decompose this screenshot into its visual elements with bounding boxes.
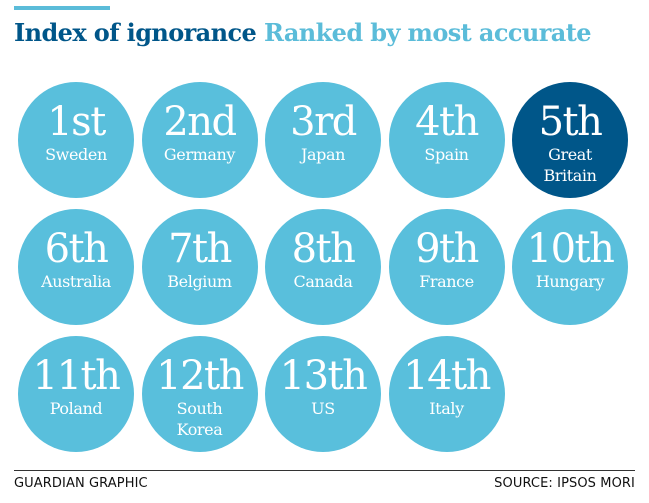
rank-circle: 4th Spain <box>388 82 505 198</box>
rank-label: 13th <box>279 353 368 399</box>
rank-label: 9th <box>415 226 479 272</box>
rank-label: 3rd <box>290 99 357 145</box>
page-title: Index of ignorance <box>14 18 257 47</box>
rank-circle: 2nd Germany <box>141 82 258 198</box>
country-label: France <box>419 272 474 291</box>
country-label: Australia <box>41 272 111 291</box>
rank-circle: 9th France <box>388 209 505 325</box>
page-subtitle: Ranked by most accurate <box>263 18 592 47</box>
rank-circle: 10th Hungary <box>512 209 628 325</box>
country-label: US <box>311 399 335 418</box>
country-label: Japan <box>300 145 346 164</box>
rank-circle: 8th Canada <box>265 209 381 325</box>
rank-label: 6th <box>44 226 109 272</box>
country-label: Italy <box>429 399 464 418</box>
country-label: Poland <box>49 399 103 418</box>
rank-label: 4th <box>415 99 479 145</box>
rank-circle: 1st Sweden <box>18 82 134 198</box>
country-label: Belgium <box>167 272 232 291</box>
country-label: Hungary <box>535 272 605 291</box>
footer-credit: GUARDIAN GRAPHIC <box>14 476 148 491</box>
footer-source: SOURCE: IPSOS MORI <box>494 476 635 491</box>
rank-circle: 13th US <box>265 336 381 452</box>
country-label: Sweden <box>45 145 107 164</box>
rank-circle: 3rd Japan <box>265 82 381 198</box>
accent-rule <box>14 6 110 10</box>
rank-label: 5th <box>538 99 603 145</box>
country-label: Spain <box>424 145 469 164</box>
rank-circle: 5th Great Britain <box>512 82 628 198</box>
rank-circle: 14th Italy <box>388 336 505 452</box>
rank-circle: 7th Belgium <box>141 209 258 325</box>
rank-label: 12th <box>156 353 244 399</box>
chart-header: Index of ignorance Ranked by most accura… <box>14 16 591 50</box>
rank-circle: 11th Poland <box>18 336 134 452</box>
country-label: Germany <box>163 145 236 164</box>
rank-label: 7th <box>168 226 232 272</box>
country-label: Canada <box>293 272 353 291</box>
country-label: Great Britain <box>543 145 597 185</box>
rank-label: 8th <box>291 226 356 272</box>
country-label: South Korea <box>176 399 223 439</box>
rank-label: 11th <box>32 353 121 399</box>
rank-circle: 12th South Korea <box>141 336 258 452</box>
rank-label: 10th <box>526 226 615 272</box>
rank-label: 14th <box>403 353 491 399</box>
rank-label: 1st <box>47 99 106 145</box>
footer-divider <box>14 470 635 471</box>
rank-circle: 6th Australia <box>18 209 134 325</box>
rank-label: 2nd <box>163 99 237 145</box>
